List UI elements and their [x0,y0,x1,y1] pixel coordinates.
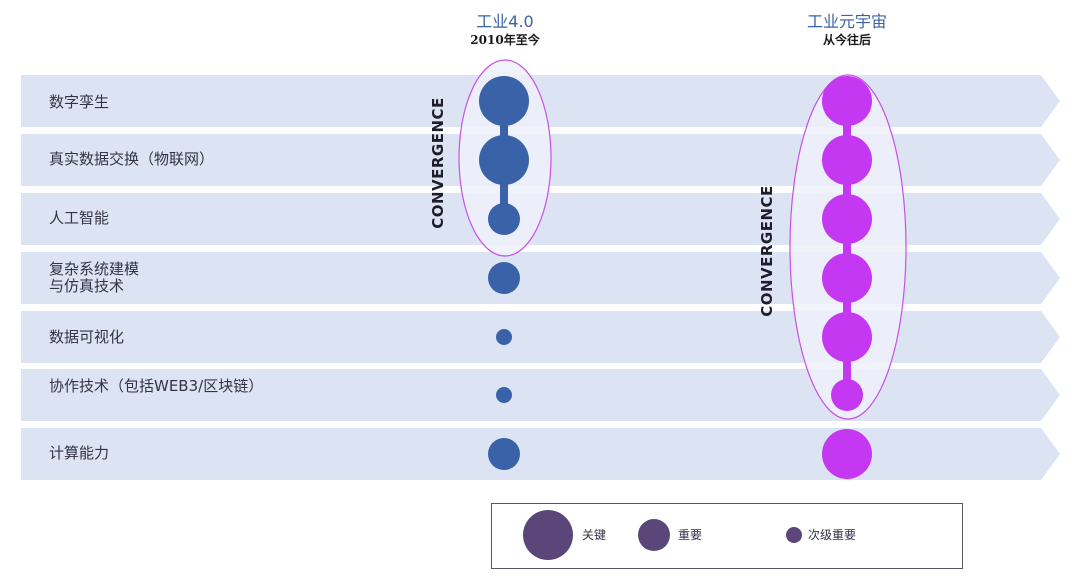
industry40-dot-secondary [496,329,512,345]
row-label-modeling-simulation: 复杂系统建模 与仿真技术 [49,260,140,295]
industry40-dot-key [479,76,529,126]
legend-dot-important [638,519,670,551]
convergence-label-industry40: CONVERGENCE [429,97,447,229]
row-band-7 [21,428,1060,480]
industry40-dot-important [488,203,520,235]
legend-label-important: 重要 [678,528,703,542]
metaverse-dot-key [822,312,872,362]
industry40-dot-important [488,438,520,470]
metaverse-dot-key [822,253,872,303]
legend-label-secondary: 次级重要 [808,528,857,542]
row-label-computing-power: 计算能力 [49,444,110,462]
row-label-data-visualization: 数据可视化 [49,328,125,346]
row-band-5 [21,311,1060,363]
legend-label-key: 关键 [582,528,607,542]
convergence-label-metaverse: CONVERGENCE [758,185,776,317]
column-subtitle-industry40: 2010年至今 [470,33,540,47]
metaverse-dot-important [831,379,863,411]
row-label-collaboration-tech: 协作技术（包括WEB3/区块链） [49,377,264,395]
legend-box [491,503,963,569]
row-bands [21,75,1060,480]
industry40-dot-key [479,135,529,185]
row-band-6 [21,369,1060,421]
row-label-ai: 人工智能 [49,209,110,227]
importance-dots [479,76,872,479]
metaverse-dot-key [822,194,872,244]
industry40-dot-secondary [496,387,512,403]
metaverse-dot-key [822,429,872,479]
row-label-digital-twin: 数字孪生 [49,93,110,111]
column-subtitle-metaverse: 从今往后 [822,33,871,47]
column-title-metaverse: 工业元宇宙 [806,12,887,31]
legend-dot-secondary [786,527,802,543]
column-title-industry40: 工业4.0 [476,12,534,31]
metaverse-dot-key [822,135,872,185]
metaverse-dot-key [822,76,872,126]
industry40-dot-important [488,262,520,294]
row-label-iot-data-exchange: 真实数据交换（物联网） [49,150,215,168]
legend-dot-key [523,510,573,560]
